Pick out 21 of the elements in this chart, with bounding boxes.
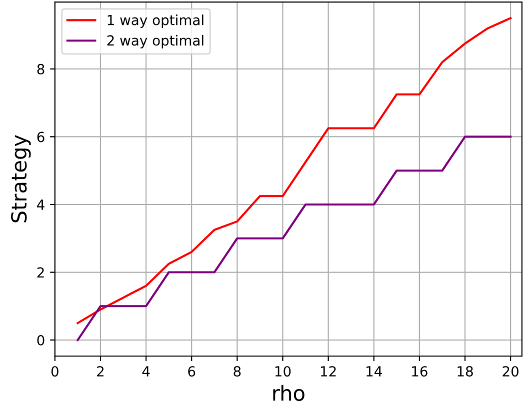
x-tick-label: 18 xyxy=(458,366,473,377)
y-axis-title: Strategy xyxy=(11,135,31,222)
legend-label: 2 way optimal xyxy=(107,34,204,48)
x-tick-label: 14 xyxy=(366,366,382,376)
y-tick-label: 4 xyxy=(37,200,44,210)
y-tick-label: 2 xyxy=(37,267,44,278)
line-series xyxy=(76,136,512,342)
y-tick-label: 6 xyxy=(37,132,44,142)
x-tick-label: 16 xyxy=(412,366,428,377)
x-tick-label: 12 xyxy=(320,366,336,376)
legend-label: 1 way optimal xyxy=(108,14,204,28)
x-tick-label: 2 xyxy=(97,366,104,376)
x-tick-label: 4 xyxy=(142,366,150,376)
x-axis-title: rho xyxy=(273,384,304,401)
x-tick-label: 0 xyxy=(51,366,58,377)
x-tick-label: 8 xyxy=(234,366,241,377)
x-tick-label: 20 xyxy=(502,366,518,377)
x-tick-label: 10 xyxy=(275,366,291,377)
y-tick-label: 0 xyxy=(37,335,44,346)
y-tick-label: 8 xyxy=(37,64,44,74)
x-tick-label: 6 xyxy=(188,366,196,377)
